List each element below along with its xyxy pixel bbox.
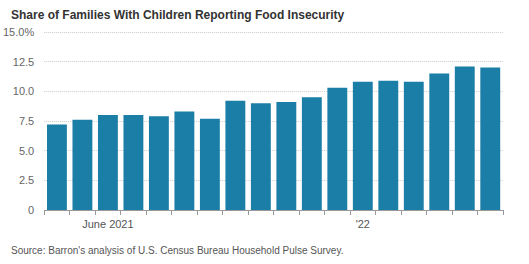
svg-text:Share of Families With Childre: Share of Families With Children Reportin… — [11, 8, 345, 22]
svg-text:12.5: 12.5 — [13, 56, 34, 68]
svg-text:'22: '22 — [356, 218, 370, 230]
svg-text:15.0%: 15.0% — [3, 26, 34, 38]
svg-text:0: 0 — [28, 204, 34, 216]
svg-text:Source: Barron's analysis of U: Source: Barron's analysis of U.S. Census… — [11, 245, 343, 256]
svg-text:5.0: 5.0 — [19, 145, 34, 157]
svg-text:2.5: 2.5 — [19, 174, 34, 186]
svg-text:7.5: 7.5 — [19, 115, 34, 127]
svg-text:10.0: 10.0 — [13, 85, 34, 97]
svg-text:June 2021: June 2021 — [82, 218, 133, 230]
